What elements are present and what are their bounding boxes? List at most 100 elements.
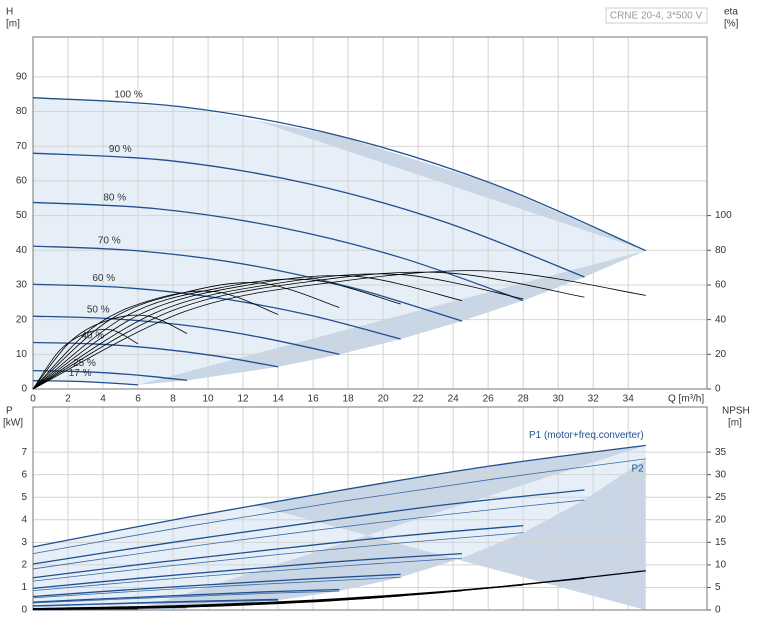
y-tick-label: 0 bbox=[21, 605, 27, 616]
x-tick-label: 18 bbox=[343, 394, 355, 405]
curve-label: 17 % bbox=[69, 368, 92, 379]
curve-label: P2 bbox=[631, 464, 644, 475]
curve-label: 100 % bbox=[114, 89, 142, 100]
x-tick-label: 28 bbox=[518, 394, 530, 405]
y-tick-label: 4 bbox=[21, 514, 27, 525]
y2-tick-label: 80 bbox=[715, 245, 727, 256]
x-axis-label: Q [m³/h] bbox=[668, 394, 704, 405]
x-tick-label: 16 bbox=[308, 394, 320, 405]
curve bbox=[32, 283, 401, 340]
curve bbox=[32, 532, 524, 582]
x-tick-label: 14 bbox=[273, 394, 285, 405]
x-tick-label: 4 bbox=[100, 394, 106, 405]
curve bbox=[32, 341, 279, 368]
curve bbox=[32, 380, 139, 386]
x-tick-label: 34 bbox=[623, 394, 635, 405]
y-tick-label: 20 bbox=[16, 314, 28, 325]
y-tick-label: 10 bbox=[16, 349, 28, 360]
y-tick-label: 60 bbox=[16, 176, 28, 187]
y2-tick-label: 60 bbox=[715, 280, 727, 291]
y2-axis-unit: [%] bbox=[724, 19, 739, 30]
y2-tick-label: 100 bbox=[715, 210, 732, 221]
curve bbox=[32, 573, 401, 598]
x-tick-label: 8 bbox=[170, 394, 176, 405]
y-axis-label: H bbox=[6, 7, 13, 18]
x-tick-label: 0 bbox=[30, 394, 36, 405]
y2-tick-label: 10 bbox=[715, 560, 727, 571]
x-tick-label: 24 bbox=[448, 394, 460, 405]
secondary-curve bbox=[32, 314, 188, 390]
y2-tick-label: 5 bbox=[715, 582, 721, 593]
model-box bbox=[605, 7, 708, 24]
curve-label: P1 (motor+freq.converter) bbox=[529, 430, 644, 441]
y-tick-label: 2 bbox=[21, 560, 27, 571]
y2-tick-label: 40 bbox=[715, 314, 727, 325]
y2-tick-label: 25 bbox=[715, 492, 727, 503]
curve bbox=[32, 557, 462, 592]
y-tick-label: 6 bbox=[21, 469, 27, 480]
model-label: CRNE 20-4, 3*500 V bbox=[610, 11, 703, 22]
x-tick-label: 26 bbox=[483, 394, 495, 405]
x-tick-label: 12 bbox=[238, 394, 250, 405]
y-tick-label: 80 bbox=[16, 106, 28, 117]
y-tick-label: 40 bbox=[16, 245, 28, 256]
x-tick-label: 2 bbox=[65, 394, 71, 405]
secondary-curve bbox=[32, 328, 139, 390]
curve bbox=[32, 489, 585, 565]
operating-region bbox=[138, 445, 646, 610]
curve bbox=[32, 152, 585, 278]
y-tick-label: 7 bbox=[21, 447, 27, 458]
curve bbox=[32, 598, 279, 607]
secondary-curve bbox=[32, 275, 462, 390]
operating-region bbox=[138, 120, 646, 385]
secondary-curve bbox=[32, 273, 524, 390]
curve-label: 60 % bbox=[92, 273, 115, 284]
curve bbox=[32, 552, 462, 589]
plot-frame bbox=[32, 36, 708, 390]
x-tick-label: 20 bbox=[378, 394, 390, 405]
curve-label: 80 % bbox=[103, 193, 126, 204]
curve-label: 50 % bbox=[87, 305, 110, 316]
y-axis-unit: [m] bbox=[6, 19, 20, 30]
curve bbox=[32, 499, 585, 570]
y-tick-label: 90 bbox=[16, 72, 28, 83]
y2-tick-label: 15 bbox=[715, 537, 727, 548]
y-tick-label: 3 bbox=[21, 537, 27, 548]
curve bbox=[32, 315, 340, 355]
secondary-curve bbox=[32, 271, 585, 390]
x-tick-label: 10 bbox=[203, 394, 215, 405]
curve bbox=[32, 245, 463, 322]
y-tick-label: 70 bbox=[16, 141, 28, 152]
curve bbox=[32, 588, 340, 603]
y2-tick-label: 0 bbox=[715, 384, 721, 395]
curve bbox=[32, 458, 646, 555]
y-tick-label: 0 bbox=[21, 384, 27, 395]
y-tick-label: 30 bbox=[16, 280, 28, 291]
secondary-curve bbox=[32, 595, 401, 611]
y2-axis-label: NPSH bbox=[722, 406, 750, 417]
y-tick-label: 50 bbox=[16, 210, 28, 221]
curve bbox=[32, 524, 524, 579]
y2-tick-label: 35 bbox=[715, 447, 727, 458]
curve bbox=[32, 576, 401, 599]
y2-tick-label: 0 bbox=[715, 605, 721, 616]
x-tick-label: 32 bbox=[588, 394, 600, 405]
y2-tick-label: 20 bbox=[715, 514, 727, 525]
x-tick-label: 30 bbox=[553, 394, 565, 405]
curve bbox=[32, 599, 279, 607]
y-tick-label: 5 bbox=[21, 492, 27, 503]
y-axis-unit: [kW] bbox=[3, 418, 23, 429]
y2-tick-label: 20 bbox=[715, 349, 727, 360]
secondary-curve bbox=[32, 290, 279, 390]
x-tick-label: 22 bbox=[413, 394, 425, 405]
curve bbox=[32, 444, 646, 548]
y-axis-label: P bbox=[6, 406, 13, 417]
curve-label: 90 % bbox=[109, 144, 132, 155]
curve-label: 70 % bbox=[98, 236, 121, 247]
curve bbox=[32, 97, 646, 252]
curve-label: 40 % bbox=[81, 330, 104, 341]
curve-label: 25 % bbox=[73, 358, 96, 369]
y2-tick-label: 30 bbox=[715, 469, 727, 480]
curve bbox=[32, 590, 340, 604]
